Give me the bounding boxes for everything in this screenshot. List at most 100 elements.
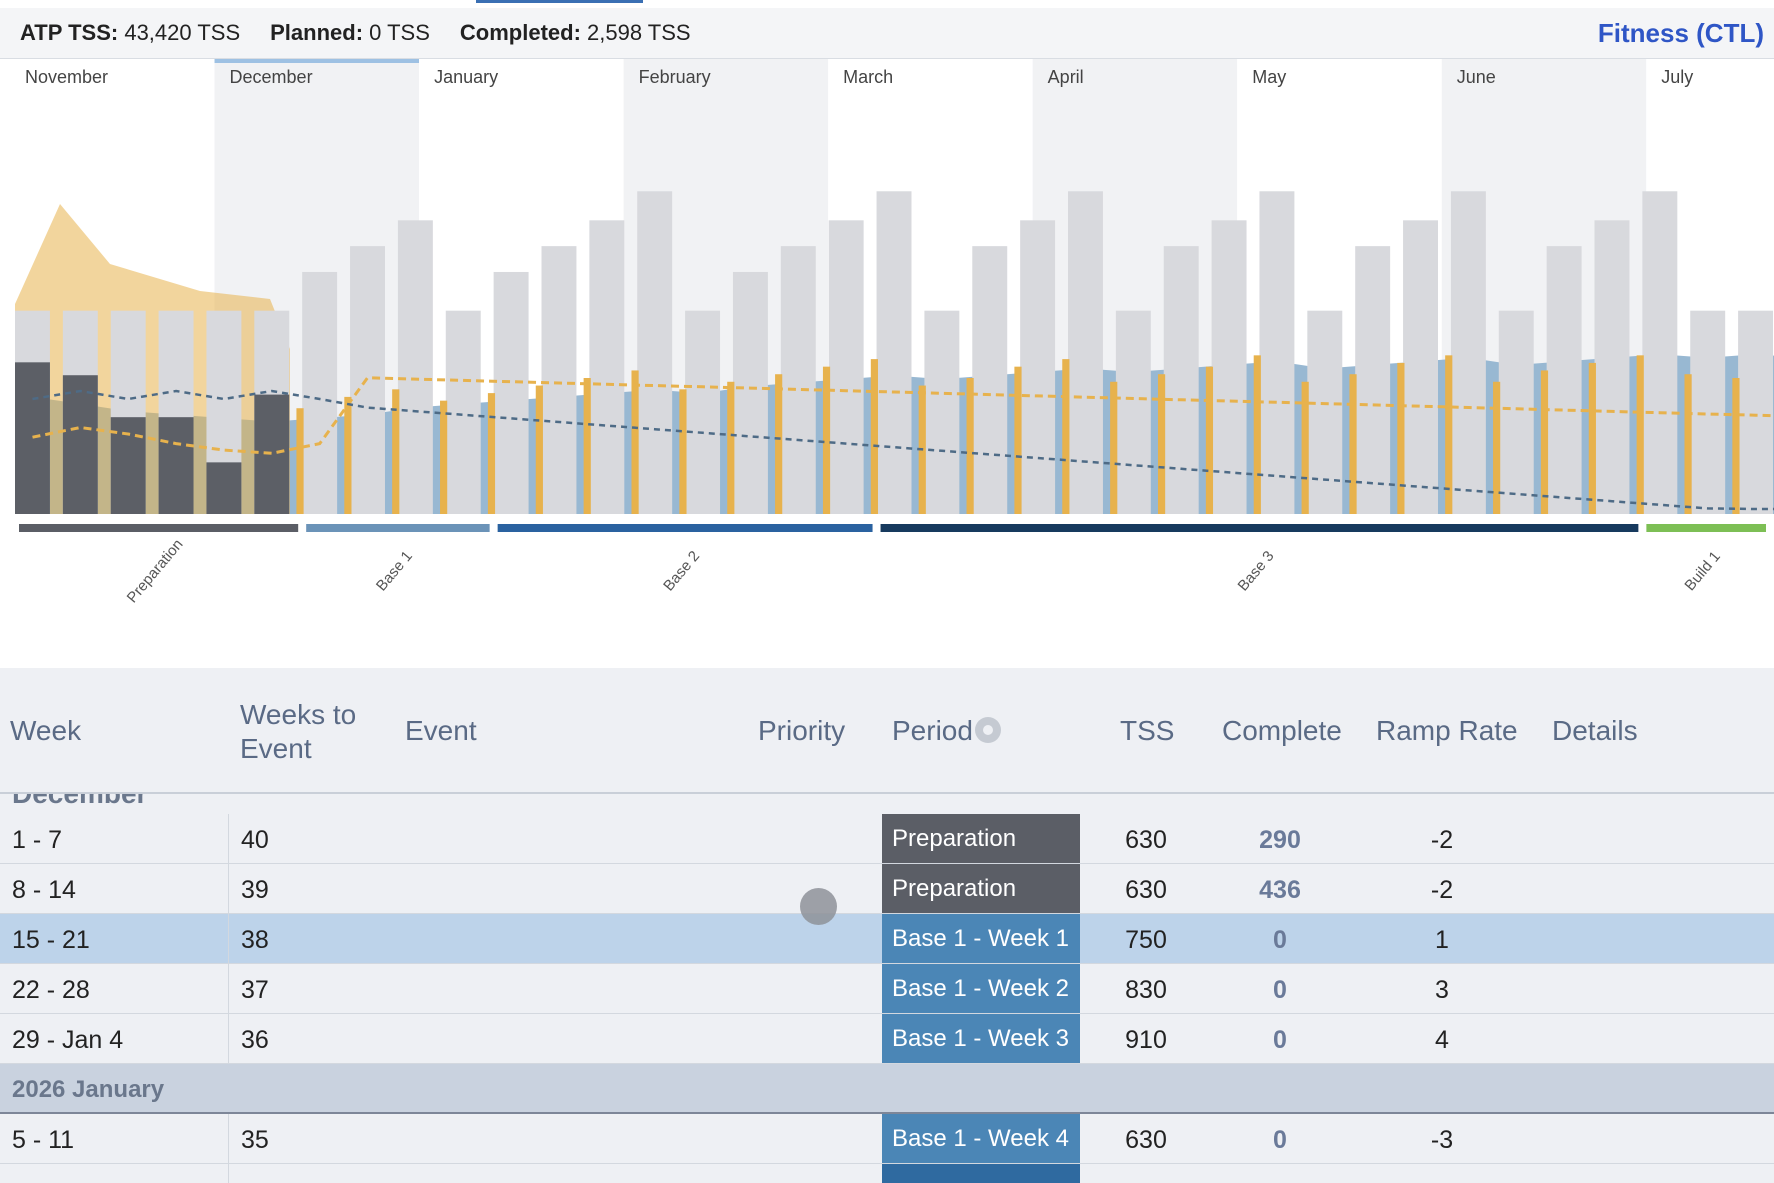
completed-tss-bar bbox=[254, 394, 290, 514]
period-label: Base 2 bbox=[660, 548, 703, 595]
planned-stat: Planned: 0 TSS bbox=[270, 20, 430, 45]
period-cell[interactable]: Base 1 - Week 2 bbox=[882, 964, 1080, 1013]
complete-cell: 436 bbox=[1259, 876, 1301, 904]
period-label: Base 3 bbox=[1234, 548, 1277, 595]
col-event[interactable]: Event bbox=[405, 715, 477, 746]
fatigue-bar bbox=[1445, 355, 1453, 514]
atp-chart-svg: November December January February March Apri… bbox=[10, 59, 1774, 606]
period-cell[interactable] bbox=[882, 1164, 1080, 1183]
period-label: Build 1 bbox=[1681, 548, 1724, 594]
month-label: November bbox=[25, 67, 108, 87]
fatigue-bar bbox=[1588, 362, 1596, 514]
fatigue-bar bbox=[1349, 374, 1357, 514]
period-cell[interactable]: Preparation bbox=[882, 864, 1080, 913]
fatigue-bar bbox=[344, 396, 352, 514]
weeks-to-event-cell: 38 bbox=[241, 926, 269, 954]
planned-tss-bar bbox=[1642, 191, 1678, 515]
col-period[interactable]: Period bbox=[892, 714, 1001, 748]
tss-cell[interactable]: 910 bbox=[1125, 1026, 1167, 1054]
fatigue-bar bbox=[631, 370, 639, 514]
planned-tss-bar bbox=[1403, 220, 1438, 514]
period-cell[interactable]: Base 1 - Week 3 bbox=[882, 1014, 1080, 1063]
tss-cell[interactable]: 750 bbox=[1125, 926, 1167, 954]
column-divider bbox=[228, 1014, 229, 1063]
col-ramp-rate[interactable]: Ramp Rate bbox=[1376, 715, 1518, 746]
col-weeks-to-event[interactable]: Weeks to Event bbox=[240, 699, 357, 764]
month-label: February bbox=[639, 67, 711, 87]
fatigue-bar bbox=[775, 374, 783, 514]
gear-icon[interactable] bbox=[974, 716, 1001, 743]
column-divider bbox=[228, 814, 229, 863]
col-details[interactable]: Details bbox=[1552, 715, 1638, 746]
atp-tss-stat: ATP TSS: 43,420 TSS bbox=[20, 20, 241, 45]
period-label: Base 1 bbox=[373, 548, 416, 595]
fatigue-atl-line bbox=[32, 376, 1774, 455]
table-row[interactable]: 1 - 7 40 Preparation 630 290 -2 bbox=[0, 814, 1774, 864]
tss-cell[interactable]: 830 bbox=[1125, 976, 1167, 1004]
atp-summary-bar: ATP TSS: 43,420 TSS Planned: 0 TSS Compl… bbox=[0, 8, 1774, 59]
table-row[interactable]: 15 - 21 38 Base 1 - Week 1 750 0 1 bbox=[0, 914, 1774, 964]
planned-tss-bar bbox=[732, 271, 768, 514]
period-label: Preparation bbox=[124, 536, 187, 606]
planned-tss-bar bbox=[445, 310, 481, 514]
fatigue-bar bbox=[1684, 374, 1692, 514]
completed-tss-bar bbox=[206, 462, 242, 514]
fatigue-bar bbox=[1636, 355, 1644, 514]
ramp-rate-cell: 4 bbox=[1435, 1026, 1449, 1054]
period-bar bbox=[880, 524, 1639, 532]
col-week[interactable]: Week bbox=[10, 715, 82, 746]
fatigue-bar bbox=[1493, 381, 1501, 514]
atp-chart: November December January February March Apri… bbox=[0, 59, 1774, 665]
column-divider bbox=[228, 864, 229, 913]
period-cell[interactable]: Base 1 - Week 1 bbox=[882, 914, 1080, 963]
table-row[interactable] bbox=[0, 1164, 1774, 1183]
col-complete[interactable]: Complete bbox=[1222, 715, 1342, 746]
fatigue-bar bbox=[1062, 359, 1070, 514]
period-cell[interactable]: Base 1 - Week 4 bbox=[882, 1114, 1080, 1163]
planned-tss-bar bbox=[780, 246, 816, 515]
planned-tss-bar bbox=[1450, 191, 1486, 515]
weeks-to-event-cell: 37 bbox=[241, 976, 269, 1004]
fitness-ctl-toggle[interactable]: Fitness (CTL) bbox=[1597, 18, 1764, 48]
weeks-to-event-cell: 35 bbox=[241, 1126, 269, 1154]
fatigue-bar bbox=[392, 389, 400, 514]
planned-tss-bar bbox=[972, 246, 1008, 515]
table-row[interactable]: 8 - 14 39 Preparation 630 436 -2 bbox=[0, 864, 1774, 914]
col-priority[interactable]: Priority bbox=[758, 715, 846, 746]
month-group-header: 2026 January bbox=[0, 1064, 1774, 1114]
planned-tss-bar bbox=[1211, 220, 1247, 514]
col-tss[interactable]: TSS bbox=[1120, 715, 1175, 746]
ramp-rate-cell: -3 bbox=[1430, 1126, 1454, 1154]
tss-cell[interactable]: 630 bbox=[1125, 826, 1167, 854]
ramp-rate-cell: 1 bbox=[1435, 926, 1449, 954]
week-cell: 15 - 21 bbox=[12, 926, 90, 954]
planned-tss-bar bbox=[1594, 220, 1630, 514]
month-group-header-clipped: December bbox=[0, 794, 1774, 812]
fatigue-bar bbox=[1110, 381, 1118, 514]
completed-tss-bar bbox=[62, 375, 98, 514]
column-divider bbox=[228, 1114, 229, 1163]
table-row[interactable]: 29 - Jan 4 36 Base 1 - Week 3 910 0 4 bbox=[0, 1014, 1774, 1064]
month-label: December bbox=[230, 67, 313, 87]
table-row[interactable]: 5 - 11 35 Base 1 - Week 4 630 0 -3 bbox=[0, 1114, 1774, 1164]
planned-tss-bar bbox=[876, 191, 912, 515]
form-tsb-line bbox=[32, 389, 1774, 511]
period-bar bbox=[497, 524, 873, 532]
month-label: January bbox=[434, 67, 498, 87]
period-cell[interactable]: Preparation bbox=[882, 814, 1080, 863]
complete-cell: 0 bbox=[1273, 976, 1287, 1004]
planned-tss-bar bbox=[1690, 310, 1726, 514]
ramp-rate-cell: 3 bbox=[1435, 976, 1449, 1004]
fatigue-bar bbox=[870, 359, 878, 514]
tss-cell[interactable]: 630 bbox=[1125, 876, 1167, 904]
planned-tss-bar bbox=[1498, 310, 1534, 514]
month-label: March bbox=[843, 67, 893, 87]
tss-cell[interactable]: 630 bbox=[1125, 1126, 1167, 1154]
weeks-to-event-cell: 36 bbox=[241, 1026, 269, 1054]
fatigue-bar bbox=[1301, 381, 1309, 514]
complete-cell: 0 bbox=[1273, 1126, 1287, 1154]
ramp-rate-cell: -2 bbox=[1430, 826, 1454, 854]
fatigue-bar bbox=[583, 378, 591, 514]
month-label: July bbox=[1661, 67, 1693, 87]
table-row[interactable]: 22 - 28 37 Base 1 - Week 2 830 0 3 bbox=[0, 964, 1774, 1014]
